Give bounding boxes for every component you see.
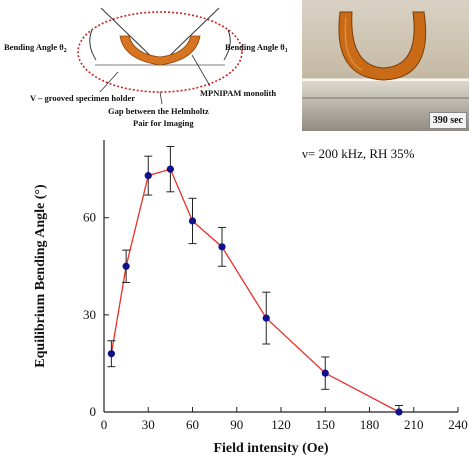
gap-label-line1: Gap between the Helmholtz [108, 106, 209, 116]
y-tick-label: 60 [83, 210, 96, 225]
holder-label: V – grooved specimen holder [30, 93, 135, 103]
data-point [321, 369, 329, 377]
angle-arc-right [223, 29, 231, 61]
y-axis-label: Equilibrium Bending Angle (°) [33, 184, 48, 368]
photo-timestamp: 390 sec [428, 112, 467, 129]
y-tick-label: 30 [83, 307, 96, 322]
chart-annotation: ν= 200 kHz, RH 35% [302, 146, 415, 161]
plot-area: 0 30 60 90 120 150 180 210 240 0 30 60 [83, 140, 468, 432]
x-tick-label: 90 [230, 417, 243, 432]
x-tick-label: 30 [142, 417, 155, 432]
x-tick-label: 60 [186, 417, 199, 432]
x-tick-label: 210 [404, 417, 424, 432]
data-point [218, 243, 226, 251]
schematic-diagram: Bending Angle θ2 Bending Angle θ1 V – gr… [4, 7, 288, 128]
x-axis-label: Field intensity (Oe) [213, 441, 328, 456]
series-line [110, 168, 400, 413]
x-tick-label: 120 [271, 417, 291, 432]
data-point [166, 165, 174, 173]
y-tick-label: 0 [90, 404, 97, 419]
x-tick-label: 240 [448, 417, 468, 432]
data-point [262, 314, 270, 322]
data-point [188, 217, 197, 225]
x-tick-label: 150 [316, 417, 336, 432]
data-point [144, 172, 152, 180]
bending-angle-1-label: Bending Angle θ1 [225, 42, 288, 54]
field-ellipse [77, 11, 243, 93]
specimen-photo: 390 sec [302, 0, 469, 131]
x-tick-label: 180 [360, 417, 380, 432]
data-point [122, 262, 130, 270]
holder-leader [99, 71, 119, 93]
bending-angle-chart: 0 30 60 90 120 150 180 210 240 0 30 60 ν= 200 kHz, … [33, 140, 468, 456]
angle-arc-left [89, 29, 97, 61]
gap-label-line2: Pair for Imaging [133, 118, 194, 128]
data-point [107, 350, 115, 358]
specimen-shape [119, 35, 201, 66]
monolith-leader [191, 54, 211, 87]
x-tick-label: 0 [101, 417, 108, 432]
photo-specimen [338, 11, 427, 81]
data-point [395, 408, 403, 416]
gap-leader [159, 91, 163, 105]
bending-angle-2-label: Bending Angle θ2 [4, 42, 67, 54]
monolith-label: MPNIPAM monolith [200, 88, 276, 98]
